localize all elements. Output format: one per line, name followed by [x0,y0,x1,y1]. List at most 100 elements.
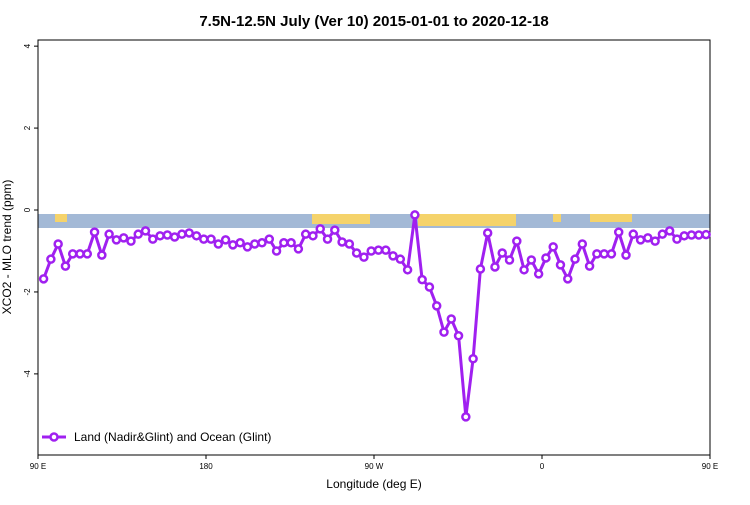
data-point [308,231,318,241]
data-point [220,235,231,245]
x-tick-label: 90 E [30,462,46,471]
data-point [635,235,646,245]
y-tick-label: 0 [23,207,32,212]
data-point [592,249,602,259]
data-point [497,248,507,258]
data-point [439,327,449,337]
data-point [381,245,391,255]
data-point [613,227,624,237]
data-point [344,239,355,249]
data-point [337,237,347,247]
land-band [553,214,561,222]
data-point [257,238,267,248]
data-point [694,230,704,240]
land-band [418,214,516,226]
data-point [519,265,529,275]
legend-marker [49,432,59,442]
data-point [228,240,238,250]
data-point [67,249,78,259]
data-point [664,226,675,236]
data-point [293,244,304,254]
data-point [111,235,122,245]
data-point [60,261,71,271]
y-tick-label: 4 [23,43,32,48]
land-band [55,214,67,222]
data-point [424,282,435,292]
data-point [315,224,325,234]
legend: Land (Nadir&Glint) and Ocean (Glint) [42,430,271,444]
data-point [621,250,631,260]
data-point [46,254,56,264]
data-point [373,245,384,255]
land-ocean-band [38,214,710,228]
data-point [446,314,457,324]
data-point [417,274,427,285]
data-point [555,260,566,270]
ocean-band [38,214,710,228]
data-point [206,234,216,244]
data-point [453,331,464,341]
y-tick-label: -4 [23,370,32,378]
data-point [359,252,369,262]
data-point [286,238,296,248]
data-point [570,254,580,264]
x-tick-label: 90 W [365,462,384,471]
data-point [177,229,187,239]
data-point [679,231,689,241]
data-point [366,246,376,256]
data-point [82,249,93,259]
y-axis-label: XCO2 - MLO trend (ppm) [0,180,14,315]
data-point [402,265,413,275]
data-point [199,234,209,244]
chart-title: 7.5N-12.5N July (Ver 10) 2015-01-01 to 2… [199,13,548,30]
data-point [526,255,537,265]
data-point [249,239,260,249]
data-point [126,236,136,246]
data-point [148,234,158,244]
data-point [563,274,573,284]
data-point [548,242,558,252]
data-point [475,264,486,274]
data-point [686,230,697,240]
data-point [97,250,107,260]
data-point [533,269,544,279]
data-point [431,301,442,311]
data-point [300,229,311,239]
y-tick-label: -2 [23,288,32,296]
data-point [584,261,595,271]
data-point [395,254,406,264]
data-point [271,246,282,256]
data-point [599,249,609,259]
data-point [482,228,493,238]
data-point [504,255,515,265]
data-point [133,229,143,239]
data-point [264,234,275,244]
land-band [590,214,632,222]
y-tick-label: 2 [23,125,32,130]
x-tick-label: 0 [540,462,545,471]
data-point [191,231,202,241]
land-band [312,214,370,224]
data-point [140,226,151,236]
data-point [461,412,471,422]
x-tick-label: 90 E [702,462,718,471]
data-point [650,236,660,246]
x-axis-label: Longitude (deg E) [326,477,421,491]
data-point [242,242,253,252]
data-point [118,233,129,243]
legend-label: Land (Nadir&Glint) and Ocean (Glint) [74,430,271,444]
data-point [628,229,639,239]
data-point [104,229,114,239]
data-point [388,251,398,261]
data-point [490,262,500,272]
data-point [606,249,617,259]
data-point [541,253,551,263]
data-point [279,238,289,248]
data-point [512,236,522,246]
data-point [657,229,668,239]
data-point [322,234,333,244]
data-point [577,239,588,249]
data-point [701,229,711,240]
data-point [643,233,653,243]
